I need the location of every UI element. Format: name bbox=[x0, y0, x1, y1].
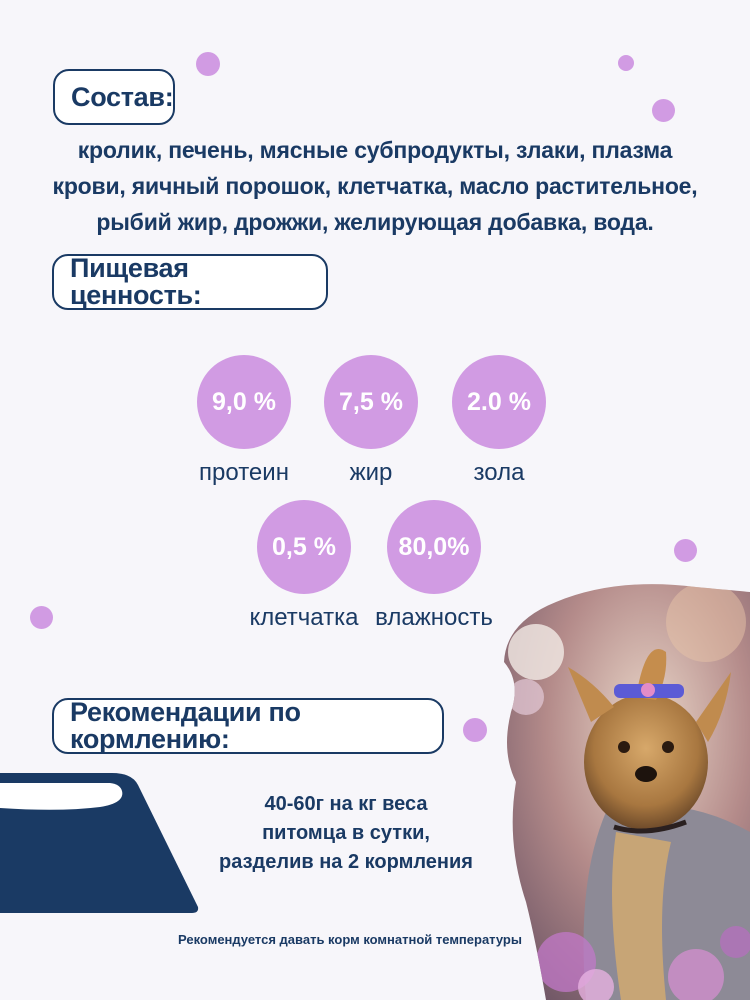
nutrient-value-circle: 2.0 % bbox=[452, 355, 546, 449]
composition-title: Состав: bbox=[53, 69, 175, 125]
nutrient-moisture: 80,0% влажность bbox=[375, 500, 493, 632]
nutrient-ash: 2.0 % зола bbox=[444, 355, 554, 487]
nutrition-title-text: Пищевая ценность: bbox=[70, 253, 202, 310]
feeding-line: питомца в сутки, bbox=[262, 822, 430, 844]
dog-photo bbox=[496, 582, 750, 1000]
nutrient-value-circle: 9,0 % bbox=[197, 355, 291, 449]
nutrient-label: влажность bbox=[375, 604, 493, 631]
nutrient-protein: 9,0 % протеин bbox=[189, 355, 299, 487]
nutrient-label: протеин bbox=[199, 459, 289, 486]
feeding-line: 40-60г на кг веса bbox=[264, 793, 428, 815]
temperature-note: Рекомендуется давать корм комнатной темп… bbox=[178, 932, 522, 947]
bowl-icon bbox=[0, 773, 199, 913]
decor-dot bbox=[30, 606, 53, 629]
feeding-title-text: Рекомендации по кормлению: bbox=[70, 697, 301, 754]
nutrient-label: зола bbox=[473, 459, 525, 486]
feeding-line: разделив на 2 кормления bbox=[219, 851, 473, 873]
nutrient-value-circle: 80,0% bbox=[387, 500, 481, 594]
decor-dot bbox=[463, 718, 487, 742]
decor-dot bbox=[652, 99, 675, 122]
composition-text: кролик, печень, мясные субпродукты, злак… bbox=[52, 137, 698, 235]
feeding-title: Рекомендации по кормлению: bbox=[52, 698, 444, 754]
feeding-text: 40-60г на кг веса питомца в сутки, разде… bbox=[196, 790, 496, 877]
nutrient-value-circle: 0,5 % bbox=[257, 500, 351, 594]
nutrient-label: жир bbox=[349, 459, 393, 486]
nutrition-title: Пищевая ценность: bbox=[52, 254, 328, 310]
composition-title-text: Состав: bbox=[71, 81, 174, 112]
decor-dot bbox=[674, 539, 697, 562]
nutrient-fiber: 0,5 % клетчатка bbox=[249, 500, 359, 632]
decor-dot bbox=[618, 55, 634, 71]
decor-dot bbox=[196, 52, 220, 76]
nutrient-label: клетчатка bbox=[249, 604, 359, 631]
nutrient-value-circle: 7,5 % bbox=[324, 355, 418, 449]
nutrient-fat: 7,5 % жир bbox=[316, 355, 426, 487]
